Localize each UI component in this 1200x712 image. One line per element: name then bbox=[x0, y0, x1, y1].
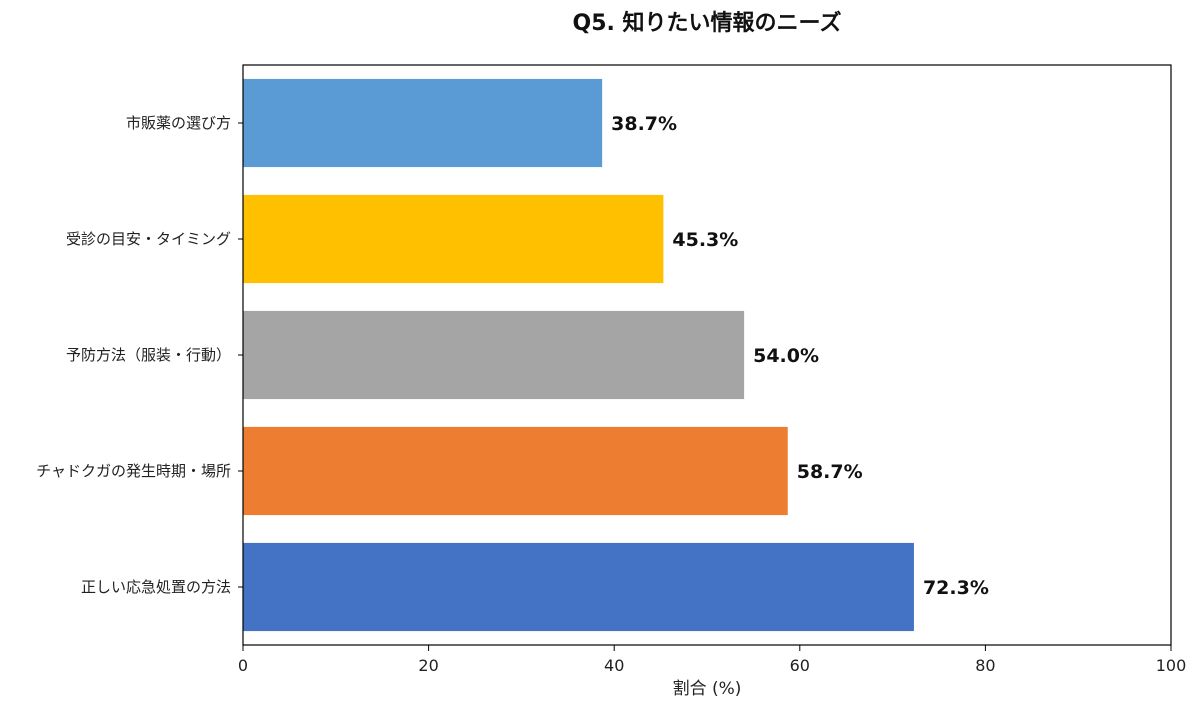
value-label-2: 54.0% bbox=[753, 345, 819, 367]
x-axis-ticks: 0 20 40 60 80 100 bbox=[238, 645, 1186, 675]
x-tick-label-0: 0 bbox=[238, 656, 248, 675]
value-label-0: 38.7% bbox=[611, 113, 677, 135]
x-tick-label-4: 80 bbox=[975, 656, 995, 675]
x-axis-title: 割合 (%) bbox=[673, 679, 742, 699]
value-label-3: 58.7% bbox=[797, 461, 863, 483]
value-label-1: 45.3% bbox=[672, 229, 738, 251]
category-label-3: チャドクガの発生時期・場所 bbox=[36, 462, 231, 480]
plot-frame bbox=[242, 64, 1172, 646]
bar-2 bbox=[243, 310, 745, 400]
value-label-4: 72.3% bbox=[923, 577, 989, 599]
x-tick-label-1: 20 bbox=[418, 656, 438, 675]
x-tick-label-3: 60 bbox=[790, 656, 810, 675]
bar-4 bbox=[243, 542, 914, 632]
category-label-4: 正しい応急処置の方法 bbox=[81, 578, 231, 596]
bar-0 bbox=[243, 78, 603, 168]
category-label-2: 予防方法（服装・行動） bbox=[66, 346, 231, 364]
x-tick-label-5: 100 bbox=[1156, 656, 1187, 675]
category-label-1: 受診の目安・タイミング bbox=[66, 230, 231, 248]
bars-group: 38.7% 市販薬の選び方 45.3% 受診の目安・タイミング 54.0% 予防方法（服装… bbox=[36, 78, 989, 632]
chart-title: Q5. 知りたい情報のニーズ bbox=[573, 10, 842, 36]
x-tick-label-2: 40 bbox=[604, 656, 624, 675]
bar-1 bbox=[243, 194, 664, 284]
category-label-0: 市販薬の選び方 bbox=[126, 114, 231, 132]
bar-3 bbox=[243, 426, 788, 516]
